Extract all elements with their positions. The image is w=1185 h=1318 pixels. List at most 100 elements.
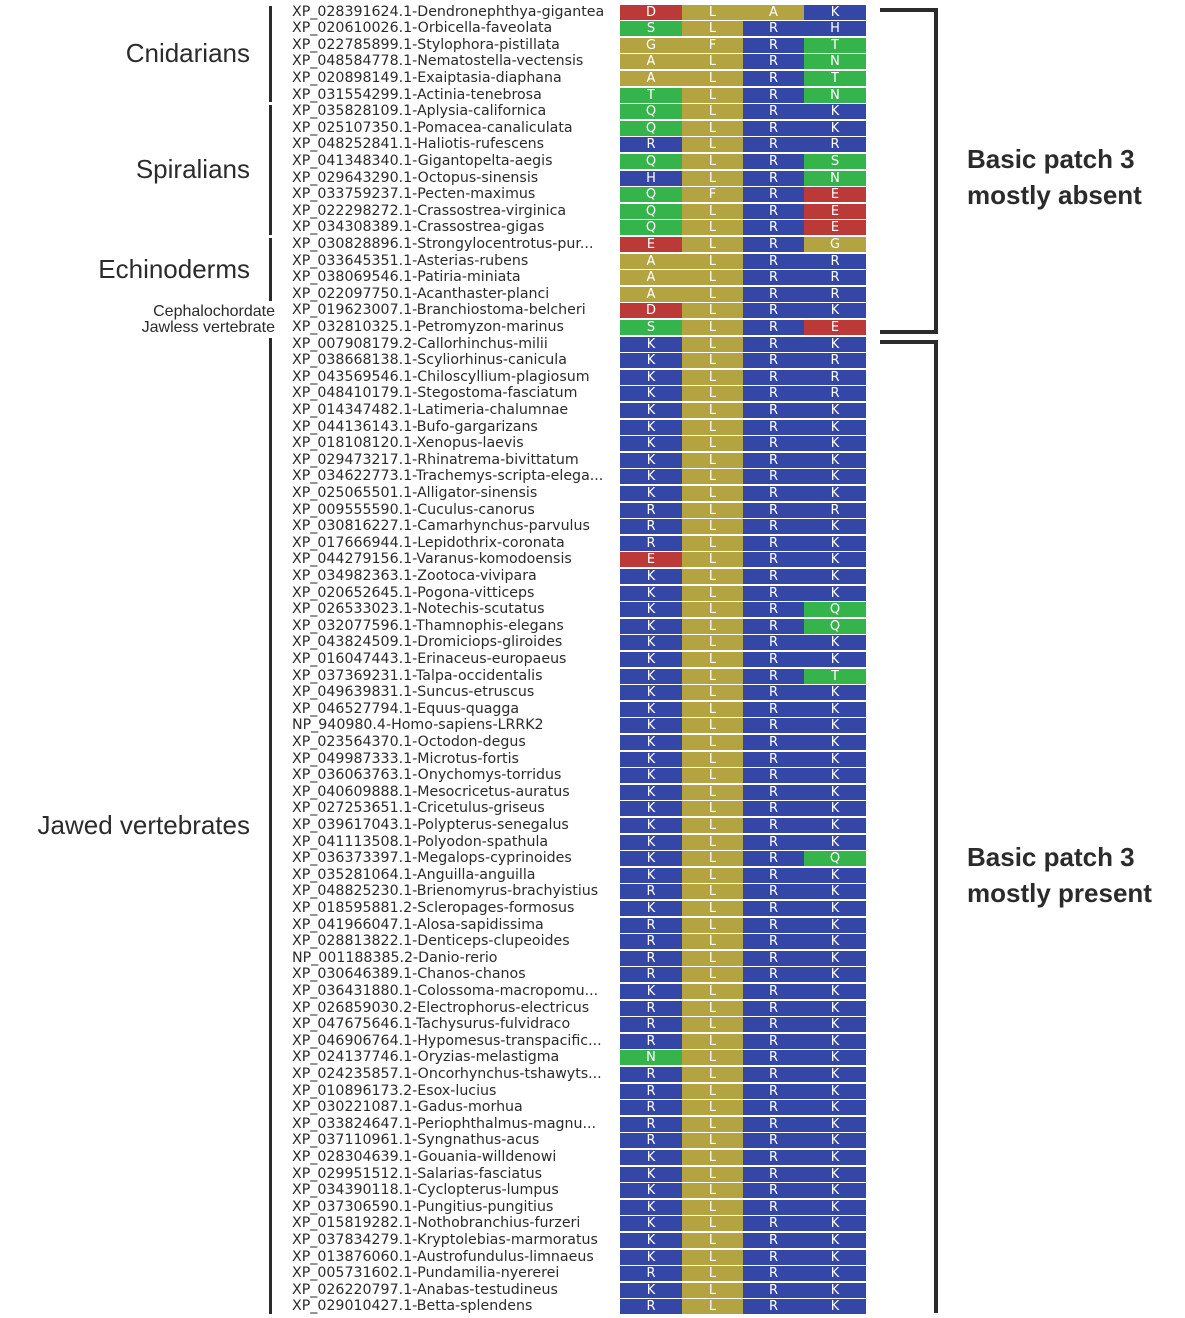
residue-cell: K — [804, 1133, 866, 1149]
residue-cell: K — [804, 303, 866, 319]
residue-cell: A — [620, 270, 682, 286]
residue-cell: R — [743, 402, 804, 418]
sequence-name: XP_020652645.1-Pogona-vitticeps — [292, 584, 535, 601]
residue-cell: R — [743, 303, 804, 319]
residue-cell: L — [682, 104, 743, 120]
residue-cell: A — [620, 70, 682, 86]
sequence-name: XP_033645351.1-Asterias-rubens — [292, 252, 529, 269]
residue-cell: R — [743, 817, 804, 833]
sequence-name: XP_048584778.1-Nematostella-vectensis — [292, 53, 584, 70]
residue-cell: K — [804, 651, 866, 667]
sequence-name: XP_024235857.1-Oncorhynchus-tshawyts... — [292, 1065, 602, 1082]
residue-cell: K — [804, 585, 866, 601]
sequence-name: XP_030646389.1-Chanos-chanos — [292, 966, 526, 983]
residue-cell: R — [743, 419, 804, 435]
residue-cell: R — [743, 336, 804, 352]
residue-cell: R — [743, 104, 804, 120]
residue-cell: K — [620, 485, 682, 501]
residue-cell: K — [804, 1299, 866, 1315]
sequence-name: XP_037834279.1-Kryptolebias-marmoratus — [292, 1231, 598, 1248]
residue-cell: L — [682, 469, 743, 485]
residue-cell: R — [743, 153, 804, 169]
residue-cell: K — [804, 4, 866, 20]
residue-cell: R — [743, 469, 804, 485]
residue-cell: L — [682, 900, 743, 916]
residue-cell: L — [682, 1199, 743, 1215]
residue-cell: R — [743, 319, 804, 335]
annotation-line1: Basic patch 3 — [967, 842, 1135, 872]
residue-cell: R — [743, 618, 804, 634]
sequence-name: XP_038069546.1-Patiria-miniata — [292, 269, 521, 286]
residue-cell: R — [743, 120, 804, 136]
sequence-name: XP_034622773.1-Trachemys-scripta-elega..… — [292, 468, 604, 485]
residue-cell: R — [743, 635, 804, 651]
sequence-name: XP_026859030.2-Electrophorus-electricus — [292, 999, 590, 1016]
sequence-name: XP_048825230.1-Brienomyrus-brachyistius — [292, 883, 599, 900]
residue-cell: R — [743, 1266, 804, 1282]
residue-cell: R — [743, 685, 804, 701]
residue-cell: S — [620, 319, 682, 335]
residue-cell: L — [682, 170, 743, 186]
residue-cell: L — [682, 1033, 743, 1049]
residue-cell: L — [682, 834, 743, 850]
residue-cell: K — [804, 469, 866, 485]
residue-cell: K — [804, 718, 866, 734]
residue-cell: R — [743, 87, 804, 103]
sequence-name: XP_019623007.1-Branchiostoma-belcheri — [292, 302, 586, 319]
residue-cell: Q — [620, 153, 682, 169]
sequence-name: XP_005731602.1-Pundamilia-nyererei — [292, 1265, 560, 1282]
residue-cell: K — [804, 1166, 866, 1182]
sequence-name: XP_007908179.2-Callorhinchus-milii — [292, 335, 548, 352]
residue-cell: K — [804, 1100, 866, 1116]
residue-cell: L — [682, 934, 743, 950]
residue-cell: E — [804, 319, 866, 335]
residue-cell: T — [804, 668, 866, 684]
sequence-name: XP_034390118.1-Cyclopterus-lumpus — [292, 1182, 559, 1199]
residue-cell: K — [620, 983, 682, 999]
residue-cell: K — [804, 1066, 866, 1082]
residue-cell: K — [620, 469, 682, 485]
residue-cell: R — [743, 950, 804, 966]
residue-cell: L — [682, 983, 743, 999]
sequence-name: XP_032077596.1-Thamnophis-elegans — [292, 617, 564, 634]
residue-cell: K — [620, 1199, 682, 1215]
residue-cell: K — [804, 967, 866, 983]
residue-cell: R — [620, 1017, 682, 1033]
sequence-name: XP_022785899.1-Stylophora-pistillata — [292, 36, 560, 53]
sequence-name: XP_041348340.1-Gigantopelta-aegis — [292, 152, 553, 169]
residue-cell: K — [620, 602, 682, 618]
residue-cell: S — [620, 21, 682, 37]
residue-cell: K — [804, 452, 866, 468]
residue-cell: R — [743, 137, 804, 153]
residue-cell: R — [743, 1149, 804, 1165]
sequence-name: NP_940980.4-Homo-sapiens-LRRK2 — [292, 717, 544, 734]
residue-cell: L — [682, 419, 743, 435]
residue-cell: L — [682, 734, 743, 750]
residue-cell: L — [682, 801, 743, 817]
sequence-name: XP_037369231.1-Talpa-occidentalis — [292, 667, 543, 684]
residue-cell: R — [804, 270, 866, 286]
residue-cell: R — [743, 1066, 804, 1082]
sequence-name: XP_028391624.1-Dendronephthya-gigantea — [292, 3, 605, 20]
residue-cell: L — [682, 1282, 743, 1298]
residue-cell: K — [804, 1116, 866, 1132]
bracket-side — [934, 7, 938, 334]
residue-cell: N — [804, 170, 866, 186]
residue-cell: K — [804, 834, 866, 850]
residue-cell: K — [804, 635, 866, 651]
residue-cell: R — [743, 253, 804, 269]
residue-cell: K — [620, 1149, 682, 1165]
residue-cell: R — [743, 54, 804, 70]
sequence-name: XP_037110961.1-Syngnathus-acus — [292, 1132, 540, 1149]
residue-cell: K — [804, 1249, 866, 1265]
residue-cell: L — [682, 618, 743, 634]
residue-cell: R — [743, 485, 804, 501]
residue-cell: R — [743, 1100, 804, 1116]
residue-cell: K — [804, 900, 866, 916]
bracket-top — [880, 7, 938, 12]
sequence-name: XP_020898149.1-Exaiptasia-diaphana — [292, 69, 562, 86]
residue-cell: L — [682, 253, 743, 269]
sequence-name: XP_018108120.1-Xenopus-laevis — [292, 435, 524, 452]
sequence-name: XP_034308389.1-Crassostrea-gigas — [292, 219, 545, 236]
residue-cell: L — [682, 386, 743, 402]
